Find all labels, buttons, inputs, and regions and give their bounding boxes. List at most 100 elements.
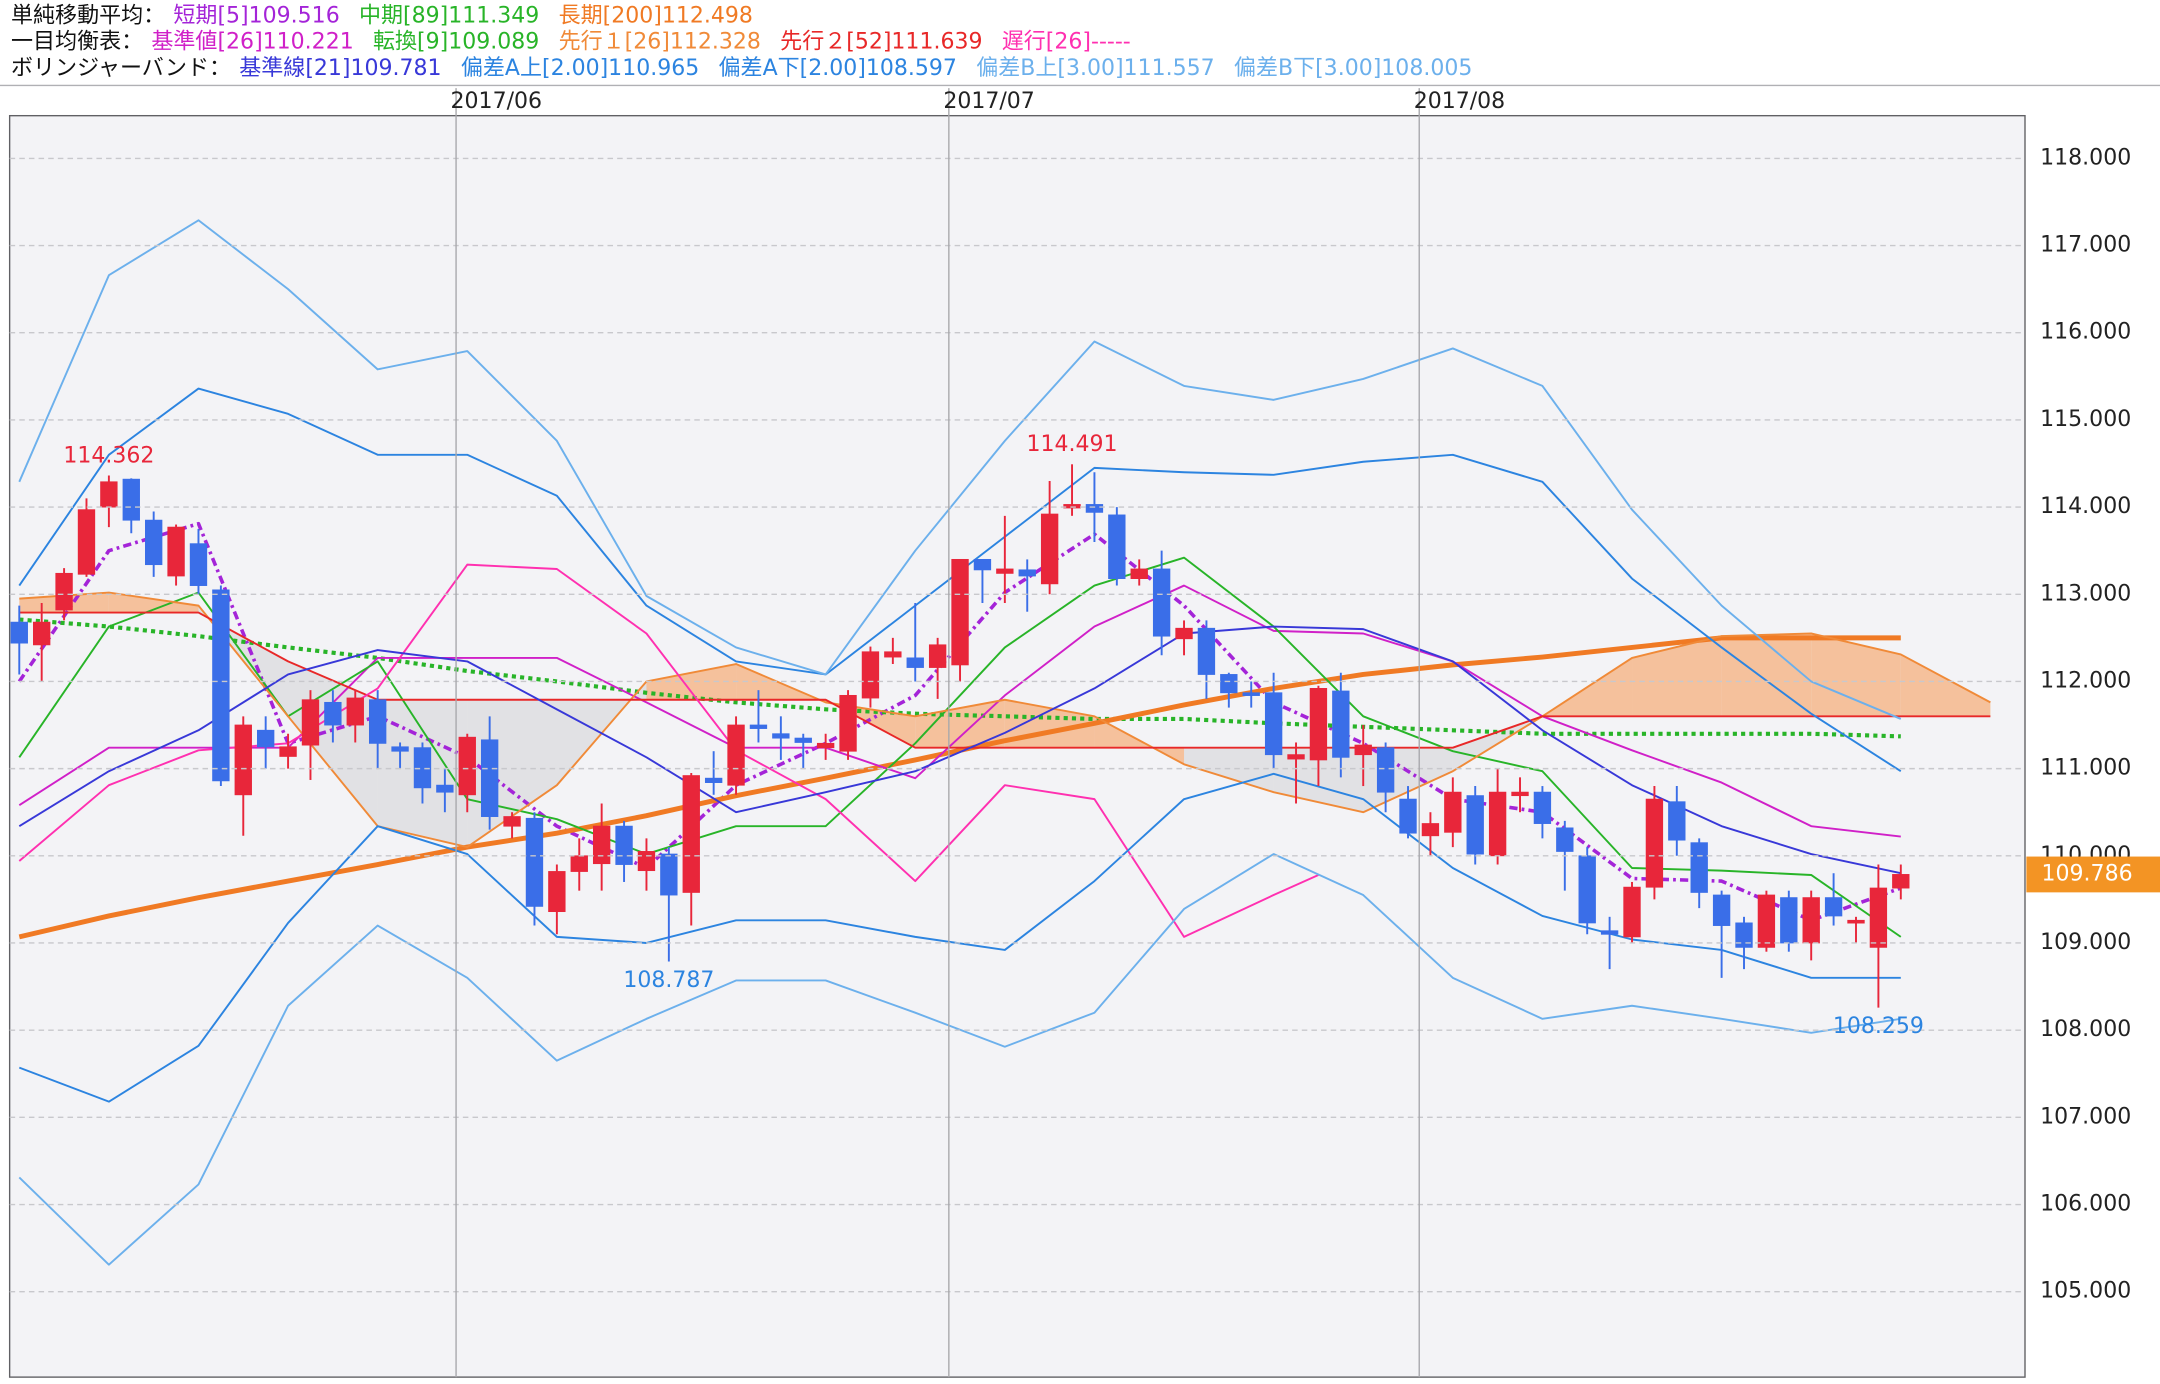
candle-body (167, 526, 185, 577)
candle-body (906, 657, 924, 668)
candle-body (861, 651, 880, 699)
candle-body (1287, 754, 1305, 760)
indicator-line (18, 556, 1902, 938)
candle-body (1018, 569, 1036, 577)
candle-body (660, 853, 678, 896)
candle-body (33, 621, 51, 646)
legend-entry: 長期[200]112.498 (559, 4, 753, 29)
candle-body (458, 736, 476, 796)
candle-body (1645, 798, 1664, 888)
legend-entry: 偏差B下[3.00]108.005 (1234, 56, 1472, 81)
candle-body (884, 651, 902, 658)
extreme-label: 108.259 (1833, 1014, 1924, 1039)
candle-body (279, 746, 297, 757)
candle-body (1623, 886, 1641, 938)
cloud (1811, 633, 1901, 717)
candle-body (503, 816, 521, 827)
candle-body (839, 694, 857, 752)
y-tick-label: 108.000 (2040, 1017, 2131, 1042)
legend-entry: 先行２[52]111.639 (780, 30, 982, 55)
indicator-line (19, 611, 1991, 749)
candle-body (1847, 919, 1865, 924)
candle-body (212, 589, 230, 782)
candle-body (145, 519, 163, 566)
candle-body (1309, 688, 1328, 761)
candle-body (301, 699, 320, 746)
candle-body (436, 784, 454, 793)
candle-body (772, 733, 790, 739)
candle-body (615, 825, 633, 865)
candle-body (1063, 504, 1081, 509)
candle-body (1264, 692, 1283, 756)
y-tick-label: 113.000 (2040, 581, 2131, 606)
candle-body (391, 746, 409, 752)
legend-entry: 遅行[26]----- (1002, 30, 1131, 55)
y-tick-label: 114.000 (2040, 494, 2131, 519)
legend-entry: 転換[9]109.089 (373, 30, 539, 55)
candle-body (973, 558, 992, 571)
candle-body (10, 621, 28, 644)
extreme-label: 114.362 (63, 443, 154, 468)
cloud (915, 699, 1005, 748)
candle-body (1668, 801, 1686, 841)
candle-body (77, 509, 96, 575)
candle-body (1466, 795, 1484, 855)
candle-body (1332, 690, 1350, 758)
candle-body (548, 871, 566, 913)
candle-body (816, 742, 835, 749)
candle-body (704, 777, 723, 783)
cloud (108, 592, 199, 613)
plot-layer (10, 219, 1991, 1266)
candle-body (55, 572, 73, 611)
candle-body (1421, 823, 1440, 837)
candle-body (1600, 930, 1619, 935)
candle-body (1757, 894, 1776, 948)
candle-body (324, 701, 342, 726)
cloud (1632, 636, 1722, 717)
legend-entry: 偏差A上[2.00]110.965 (461, 56, 699, 81)
last-price-label: 109.786 (2042, 861, 2133, 886)
legend-entry: 先行１[26]112.328 (559, 30, 761, 55)
legend-group-label: 一目均衡表： (11, 30, 143, 55)
candle-body (1108, 514, 1126, 579)
candle-body (727, 724, 745, 786)
candle-body (951, 558, 969, 666)
x-tick-label: 2017/06 (451, 89, 542, 114)
candle-body (1130, 568, 1148, 579)
legend-entry: 中期[89]111.349 (359, 4, 539, 29)
candle-body (1040, 513, 1059, 585)
candle-body (1152, 568, 1171, 637)
candle-body (1488, 791, 1507, 857)
candle-body (928, 644, 947, 668)
y-tick-label: 117.000 (2040, 233, 2131, 258)
candle-body (1780, 897, 1798, 944)
candle-body (996, 568, 1014, 574)
candle-body (1085, 504, 1104, 513)
candle-body (749, 724, 768, 729)
candle-body (346, 697, 364, 726)
y-tick-label: 116.000 (2040, 320, 2131, 345)
candle-body (1399, 798, 1417, 834)
legend-group-label: ボリンジャーバンド： (11, 56, 231, 81)
candle-body (1444, 791, 1462, 833)
y-tick-label: 105.000 (2040, 1279, 2131, 1304)
candle-body (1556, 827, 1574, 852)
legend-entry: 偏差A下[2.00]108.597 (719, 56, 957, 81)
legend-entry: 基準値[26]110.221 (151, 30, 353, 55)
candle-body (682, 775, 700, 893)
candle-body (1533, 791, 1552, 824)
y-tick-label: 107.000 (2040, 1104, 2131, 1129)
candle-body (1869, 887, 1888, 948)
candle-body (1802, 897, 1820, 944)
indicator-line (18, 635, 1901, 940)
candle-body (525, 817, 544, 907)
candle-body (413, 747, 432, 789)
x-tick-label: 2017/07 (943, 89, 1034, 114)
y-tick-label: 111.000 (2040, 756, 2131, 781)
cloud (646, 664, 737, 700)
candle-body (256, 729, 275, 748)
legend-entry: 短期[5]109.516 (173, 4, 339, 29)
candle-body (100, 481, 118, 508)
candle-body (1197, 627, 1216, 675)
